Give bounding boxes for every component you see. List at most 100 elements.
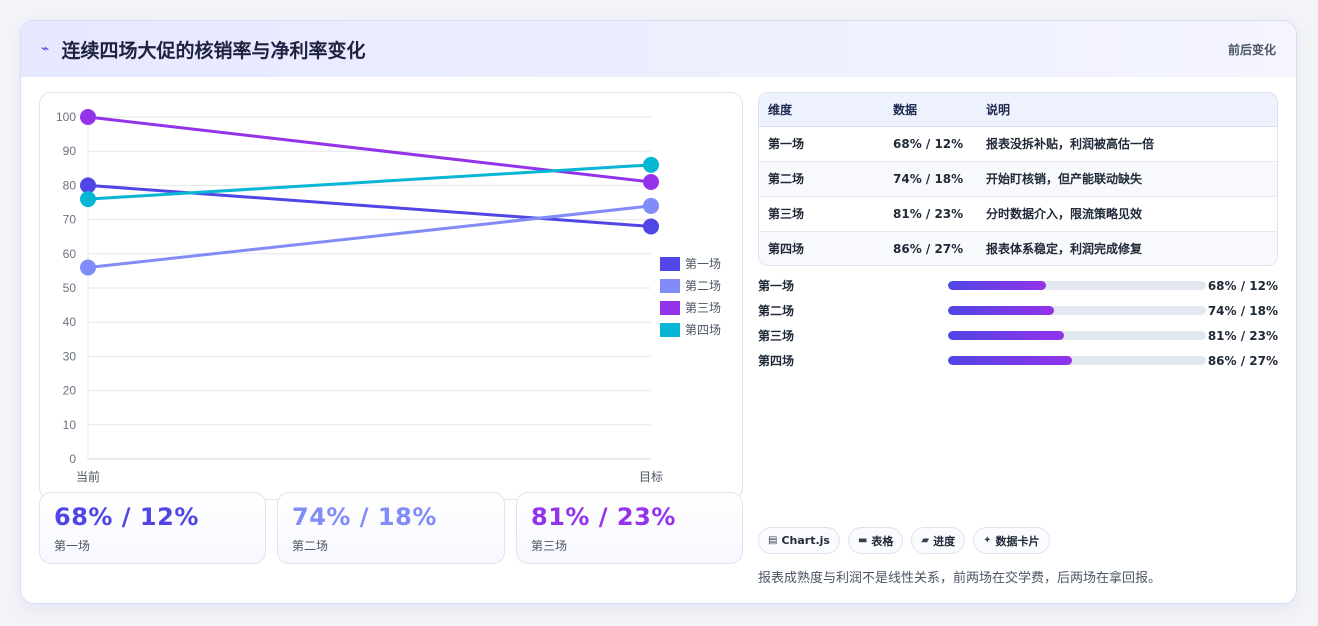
stat-value: 68% / 12% — [54, 503, 199, 531]
stat-card-1: 68% / 12% 第一场 — [39, 492, 266, 564]
progress-fill — [948, 356, 1072, 365]
table-row: 第二场 74% / 18% 开始盯核销，但产能联动缺失 — [759, 160, 1277, 196]
progress-icon: ▰ — [921, 535, 930, 546]
table-row: 第一场 68% / 12% 报表没拆补贴，利润被高估一倍 — [759, 125, 1277, 161]
data-point — [643, 156, 659, 173]
line-chart-panel: 0 10 20 30 40 50 60 70 80 90 100 当前 目标 第一场第二场第三场第四场 — [39, 92, 743, 500]
progress-label: 第三场 — [758, 329, 795, 343]
progress-fill — [948, 306, 1054, 315]
table-cell: 81% / 23% — [884, 195, 977, 231]
y-tick-label: 30 — [63, 349, 77, 363]
progress-row: 第一场 68% / 12% — [758, 273, 1278, 298]
table-cell: 第三场 — [759, 195, 884, 231]
legend-swatch — [660, 257, 680, 271]
y-tick-label: 20 — [63, 384, 77, 398]
progress-label: 第一场 — [758, 279, 795, 293]
data-point — [643, 218, 659, 235]
legend-label: 第二场 — [685, 279, 721, 293]
page-title: 连续四场大促的核销率与净利率变化 — [61, 39, 366, 62]
x-tick-label: 目标 — [639, 470, 663, 484]
tag-label: 进度 — [933, 534, 956, 548]
table-header: 数据 — [884, 93, 977, 127]
stat-card-3: 81% / 23% 第三场 — [516, 492, 743, 564]
progress-track — [948, 331, 1206, 340]
progress-row: 第三场 81% / 23% — [758, 323, 1278, 348]
table-cell: 报表体系稳定，利润完成修复 — [977, 230, 1277, 265]
data-point — [643, 173, 659, 190]
legend-label: 第一场 — [685, 257, 721, 271]
y-tick-label: 80 — [63, 178, 77, 192]
legend-swatch — [660, 279, 680, 293]
table-cell: 开始盯核销，但产能联动缺失 — [977, 160, 1277, 196]
data-point — [643, 197, 659, 214]
stat-label: 第二场 — [292, 539, 329, 553]
data-point — [80, 177, 96, 194]
sparkle-icon: ✦ — [983, 535, 992, 546]
table-cell: 报表没拆补贴，利润被高估一倍 — [977, 125, 1277, 161]
y-tick-label: 50 — [63, 281, 77, 295]
stat-value: 81% / 23% — [531, 503, 676, 531]
y-tick-label: 60 — [63, 247, 77, 261]
tag-label: 数据卡片 — [995, 534, 1040, 548]
table-cell: 74% / 18% — [884, 160, 977, 196]
tag-chartjs[interactable]: ▤ Chart.js — [758, 527, 840, 554]
progress-label: 第四场 — [758, 354, 795, 368]
y-tick-label: 0 — [69, 452, 76, 466]
table-header: 维度 — [759, 93, 884, 127]
tag-list: ▤ Chart.js ▬ 表格 ▰ 进度 ✦ 数据卡片 — [758, 527, 1050, 554]
tag-table[interactable]: ▬ 表格 — [847, 527, 904, 554]
table-cell: 第一场 — [759, 125, 884, 161]
progress-track — [948, 281, 1206, 290]
table-header-row: 维度 数据 说明 — [759, 93, 1277, 127]
series-line — [87, 204, 652, 269]
progress-value: 68% / 12% — [1207, 278, 1278, 293]
series-line — [87, 115, 652, 184]
progress-fill — [948, 281, 1047, 290]
y-tick-label: 70 — [63, 213, 77, 227]
series-line — [87, 183, 652, 228]
progress-track — [948, 356, 1206, 365]
tag-label: 表格 — [871, 534, 894, 548]
x-tick-label: 当前 — [76, 469, 100, 484]
table-icon: ▬ — [857, 535, 868, 546]
progress-fill — [948, 331, 1065, 340]
table-cell: 第四场 — [759, 230, 884, 265]
stat-label: 第三场 — [531, 539, 568, 553]
progress-track — [948, 306, 1206, 315]
progress-row: 第四场 86% / 27% — [758, 348, 1278, 373]
header-right-label: 前后变化 — [1227, 42, 1276, 57]
tag-label: Chart.js — [781, 534, 830, 547]
y-tick-label: 40 — [63, 315, 77, 329]
table-cell: 分时数据介入，限流策略见效 — [977, 195, 1277, 231]
y-tick-label: 10 — [63, 418, 77, 432]
data-point — [80, 109, 96, 125]
tag-progress[interactable]: ▰ 进度 — [911, 527, 966, 554]
chart-icon: ▤ — [768, 535, 778, 546]
tag-data-card[interactable]: ✦ 数据卡片 — [973, 527, 1050, 554]
table-header: 说明 — [977, 93, 1277, 127]
progress-value: 74% / 18% — [1207, 303, 1278, 318]
progress-list: 第一场 68% / 12% 第二场 74% / 18% 第三场 81% / 23… — [758, 273, 1278, 373]
table-cell: 68% / 12% — [884, 125, 977, 161]
data-point — [80, 259, 96, 276]
legend-swatch — [660, 323, 680, 337]
table-row: 第四场 86% / 27% 报表体系稳定，利润完成修复 — [759, 230, 1277, 265]
y-tick-label: 90 — [63, 144, 77, 158]
summary-note: 报表成熟度与利润不是线性关系，前两场在交学费，后两场在拿回报。 — [758, 571, 1162, 586]
y-tick-label: 100 — [56, 110, 76, 124]
legend-label: 第四场 — [685, 323, 721, 337]
stat-label: 第一场 — [54, 539, 91, 553]
card-header: ⌁ 连续四场大促的核销率与净利率变化 前后变化 — [21, 21, 1296, 77]
legend-label: 第三场 — [685, 301, 721, 315]
legend-swatch — [660, 301, 680, 315]
progress-row: 第二场 74% / 18% — [758, 298, 1278, 323]
lightning-icon: ⌁ — [41, 41, 50, 57]
progress-value: 86% / 27% — [1207, 353, 1278, 368]
stat-value: 74% / 18% — [292, 503, 437, 531]
table-cell: 86% / 27% — [884, 230, 977, 265]
data-point — [80, 191, 96, 208]
stat-card-2: 74% / 18% 第二场 — [277, 492, 505, 564]
progress-value: 81% / 23% — [1207, 328, 1278, 343]
table-cell: 第二场 — [759, 160, 884, 196]
